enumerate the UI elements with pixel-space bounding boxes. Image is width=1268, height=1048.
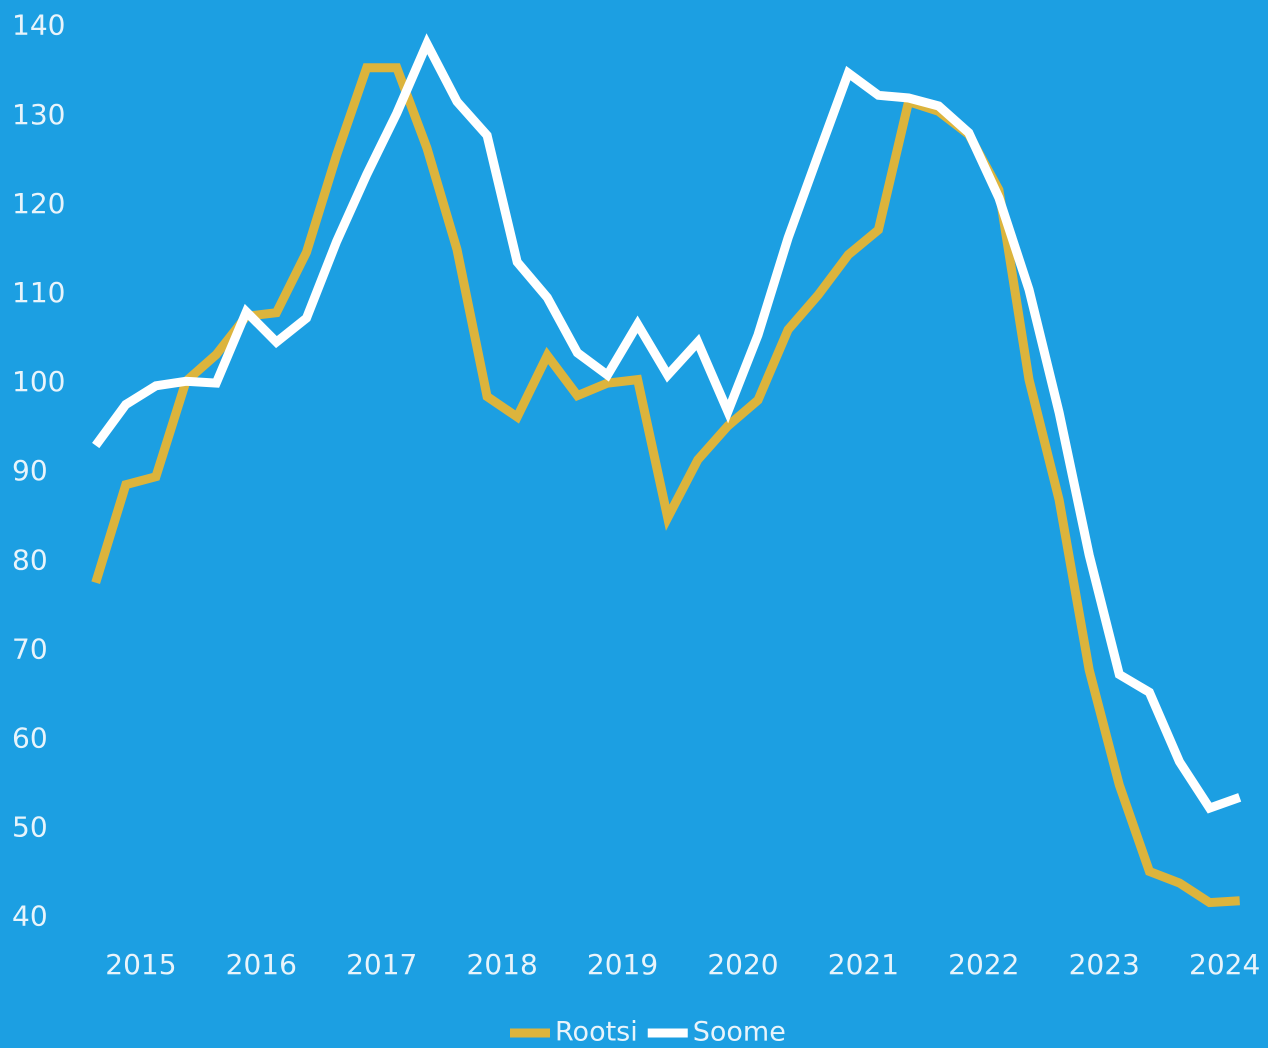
y-tick-label: 40	[12, 900, 48, 933]
y-tick-label: 70	[12, 632, 48, 665]
legend-label: Soome	[693, 1017, 786, 1048]
x-tick-label: 2018	[467, 948, 538, 981]
x-tick-label: 2017	[346, 948, 417, 981]
x-tick-label: 2015	[105, 948, 176, 981]
legend-label: Rootsi	[555, 1017, 638, 1048]
y-tick-label: 60	[12, 722, 48, 755]
x-tick-label: 2023	[1069, 948, 1140, 981]
x-tick-label: 2021	[828, 948, 899, 981]
y-tick-label: 140	[12, 9, 65, 42]
x-tick-label: 2024	[1189, 948, 1260, 981]
x-tick-label: 2020	[707, 948, 778, 981]
line-series	[92, 33, 1242, 814]
y-tick-label: 100	[12, 365, 65, 398]
y-tick-label: 90	[12, 454, 48, 487]
y-tick-label: 130	[12, 98, 65, 131]
x-tick-label: 2016	[226, 948, 297, 981]
x-tick-label: 2022	[948, 948, 1019, 981]
y-tick-label: 50	[12, 811, 48, 844]
y-tick-label: 110	[12, 276, 65, 309]
y-tick-label: 120	[12, 187, 65, 220]
x-tick-label: 2019	[587, 948, 658, 981]
line-series	[91, 63, 1240, 908]
y-tick-label: 80	[12, 543, 48, 576]
